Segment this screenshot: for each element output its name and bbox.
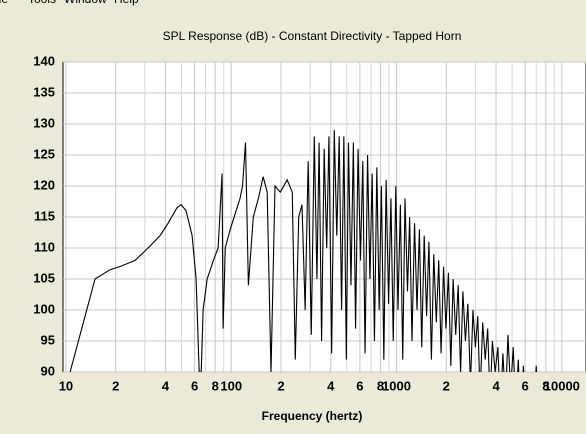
y-tick-label: 90 xyxy=(41,363,55,378)
x-tick-label: 2 xyxy=(112,378,119,393)
menu-item[interactable]: Window xyxy=(64,0,107,6)
x-tick-label: 6 xyxy=(191,378,198,393)
x-tick-label: 10000 xyxy=(544,378,580,393)
x-axis-label: Frequency (hertz) xyxy=(262,409,363,423)
x-tick-label: 4 xyxy=(492,378,500,393)
y-tick-label: 110 xyxy=(34,239,55,254)
x-tick-label: 8 xyxy=(542,378,549,393)
menu-item[interactable]: Help xyxy=(114,0,139,6)
x-tick-label: 6 xyxy=(356,378,363,393)
menu-item[interactable]: ile xyxy=(0,0,8,6)
y-tick-label: 100 xyxy=(33,301,55,316)
y-tick-label: 105 xyxy=(33,270,55,285)
line xyxy=(69,130,538,372)
y-tick-label: 130 xyxy=(33,115,55,130)
y-tick-label: 115 xyxy=(34,208,55,223)
y-tick-label: 95 xyxy=(41,332,55,347)
x-tick-label: 10 xyxy=(59,378,73,393)
x-tick-label: 2 xyxy=(277,378,284,393)
x-tick-label: 1000 xyxy=(382,378,411,393)
x-tick-label: 2 xyxy=(443,378,450,393)
x-tick-label: 8 xyxy=(212,378,219,393)
x-tick-label: 4 xyxy=(327,378,335,393)
chart-title: SPL Response (dB) - Constant Directivity… xyxy=(163,29,462,43)
x-tick-label: 100 xyxy=(220,378,242,393)
menu-item[interactable]: Tools xyxy=(28,0,56,6)
x-tick-label: 8 xyxy=(377,378,384,393)
series xyxy=(69,130,538,372)
y-tick-label: 140 xyxy=(33,53,55,68)
grid xyxy=(63,61,586,373)
y-tick-label: 125 xyxy=(33,146,55,161)
y-tick-label: 120 xyxy=(33,177,55,192)
menu-bar: ile Tools Window Help xyxy=(0,0,139,6)
x-tick-label: 4 xyxy=(162,378,170,393)
x-tick-label: 6 xyxy=(522,378,529,393)
y-tick-label: 135 xyxy=(33,84,55,99)
